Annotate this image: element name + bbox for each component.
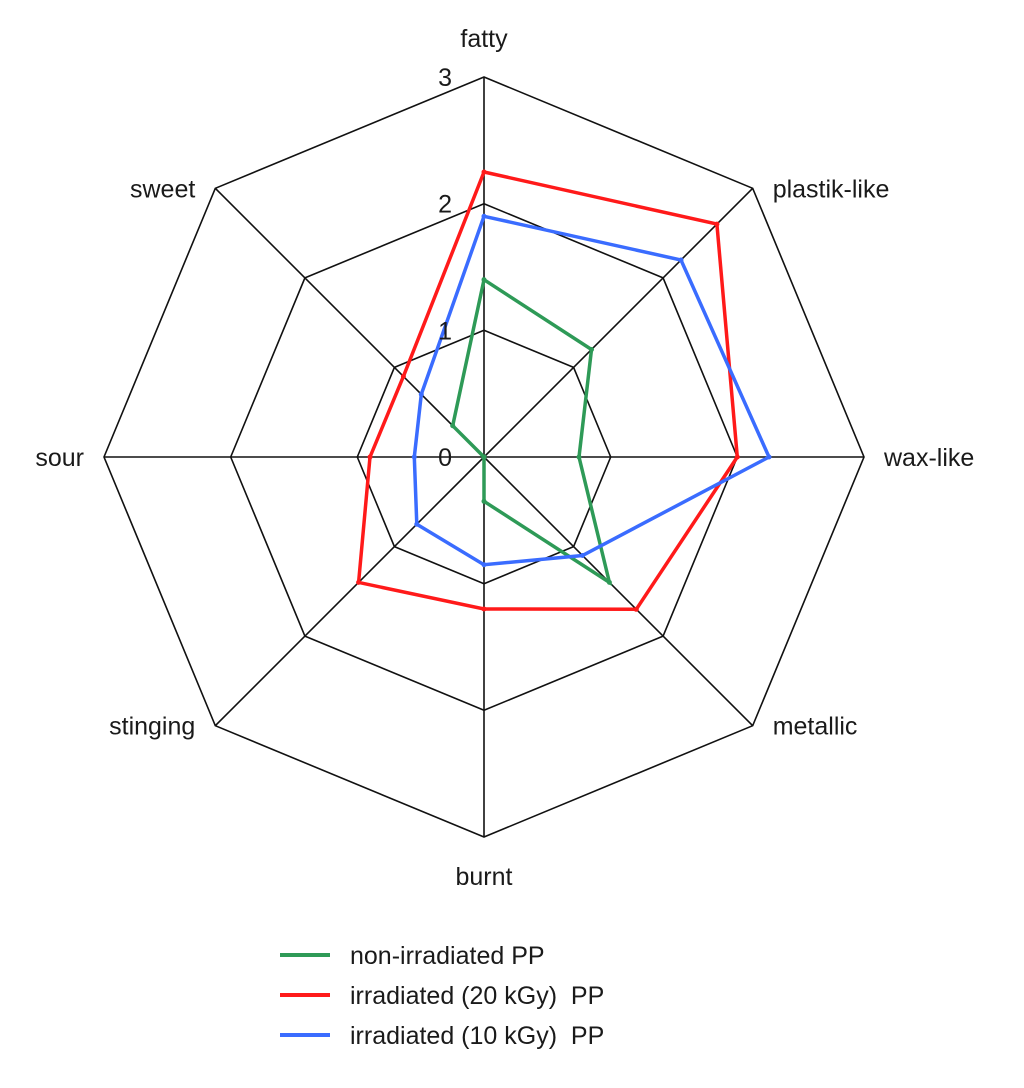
series-1-point-wax-like bbox=[734, 454, 740, 460]
legend: non-irradiated PP irradiated (20 kGy) PP i… bbox=[280, 942, 604, 1050]
series-1-point-burnt bbox=[481, 606, 487, 612]
axis-label-plastik-like: plastik-like bbox=[773, 175, 890, 203]
series-2-point-plastik-like bbox=[678, 257, 684, 263]
series-1-point-stinging bbox=[356, 579, 362, 585]
spoke-stinging bbox=[214, 456, 485, 727]
series-1-point-sour bbox=[367, 454, 373, 460]
series-2-point-fatty bbox=[481, 213, 487, 219]
radar-labels: 0 1 2 3 fatty plastik-like wax-like metallic bur… bbox=[35, 25, 974, 891]
series-0-point-plastik-like bbox=[589, 347, 594, 352]
radar-grid bbox=[103, 76, 865, 838]
axis-label-sweet: sweet bbox=[130, 175, 195, 203]
series-0-point-fatty bbox=[481, 277, 487, 283]
series-1-point-plastik-like bbox=[714, 221, 720, 227]
axis-label-fatty: fatty bbox=[460, 25, 508, 53]
tick-label-0: 0 bbox=[438, 444, 452, 472]
legend-label-0: non-irradiated PP bbox=[350, 942, 545, 970]
spoke-metallic bbox=[483, 456, 754, 727]
spoke-sweet bbox=[214, 187, 485, 458]
series-line-0 bbox=[450, 276, 613, 587]
series-2-point-burnt bbox=[481, 562, 487, 568]
legend-label-2: irradiated (10 kGy) PP bbox=[350, 1022, 604, 1050]
tick-label-2: 2 bbox=[438, 191, 452, 219]
radar-series bbox=[356, 169, 772, 612]
series-0-point-wax-like bbox=[576, 454, 582, 460]
series-2-point-metallic bbox=[580, 553, 585, 558]
series-1-point-fatty bbox=[481, 169, 487, 175]
series-1-point-sweet bbox=[400, 373, 406, 379]
series-0-point-sour bbox=[481, 454, 487, 460]
series-0-point-metallic bbox=[606, 579, 612, 585]
tick-label-1: 1 bbox=[438, 317, 452, 345]
tick-label-3: 3 bbox=[438, 64, 452, 92]
series-2-point-stinging bbox=[414, 521, 420, 527]
axis-label-sour: sour bbox=[35, 444, 84, 472]
series-2-point-sweet bbox=[418, 391, 424, 397]
axis-label-burnt: burnt bbox=[456, 863, 513, 891]
series-1-point-metallic bbox=[633, 606, 639, 612]
series-2-point-sour bbox=[411, 454, 417, 460]
spoke-plastik-like bbox=[483, 187, 754, 458]
series-2-point-wax-like bbox=[766, 454, 772, 460]
axis-label-stinging: stinging bbox=[109, 713, 195, 741]
series-0-point-sweet bbox=[450, 423, 456, 429]
axis-label-metallic: metallic bbox=[773, 713, 858, 741]
legend-label-1: irradiated (20 kGy) PP bbox=[350, 982, 604, 1010]
series-0-point-burnt bbox=[481, 498, 487, 504]
axis-label-wax-like: wax-like bbox=[883, 444, 974, 472]
